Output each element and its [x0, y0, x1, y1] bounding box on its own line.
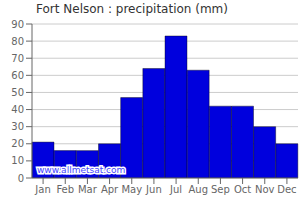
svg-text:www.allmetsat.com: www.allmetsat.com: [37, 165, 125, 175]
svg-text:Mar: Mar: [78, 184, 98, 195]
svg-text:10: 10: [11, 155, 24, 166]
svg-text:Jan: Jan: [34, 184, 50, 195]
svg-text:20: 20: [11, 138, 24, 149]
svg-text:30: 30: [11, 121, 24, 132]
svg-text:Feb: Feb: [56, 184, 74, 195]
svg-text:70: 70: [11, 53, 24, 64]
svg-text:Jun: Jun: [145, 184, 162, 195]
svg-text:Nov: Nov: [255, 184, 275, 195]
svg-text:80: 80: [11, 36, 24, 47]
svg-text:40: 40: [11, 104, 24, 115]
svg-text:Apr: Apr: [101, 184, 119, 195]
svg-text:Oct: Oct: [234, 184, 251, 195]
svg-text:Jul: Jul: [169, 184, 182, 195]
svg-text:Sep: Sep: [211, 184, 230, 195]
svg-text:60: 60: [11, 70, 24, 81]
svg-text:0: 0: [18, 173, 24, 184]
svg-text:50: 50: [11, 87, 24, 98]
html-text:Fort Nelson : precipitation (m: Fort Nelson : precipitation (mm): [36, 2, 228, 16]
svg-text:Aug: Aug: [188, 184, 208, 195]
svg-text:90: 90: [11, 19, 24, 30]
svg-text:May: May: [121, 184, 142, 195]
svg-text:Dec: Dec: [277, 184, 296, 195]
